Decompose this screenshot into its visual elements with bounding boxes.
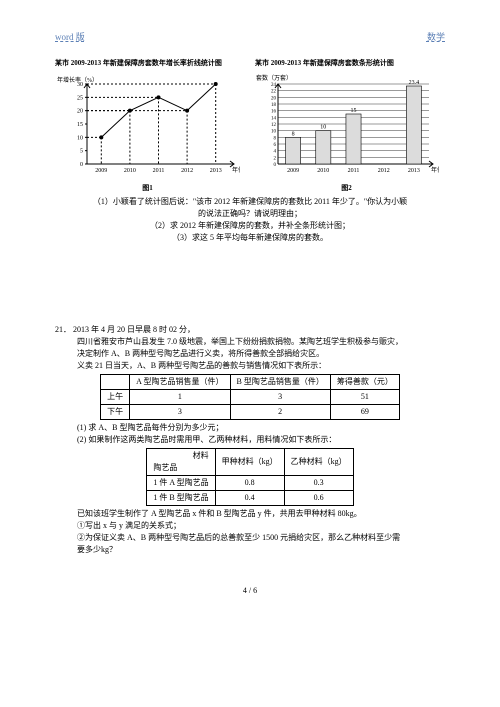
q21-intro3: 决定制作 A、B 两种型号陶艺品进行义卖，将所得善款全部捐给灾区。 [55,348,445,360]
svg-text:22: 22 [271,90,277,95]
t1-h2: A 型陶艺品销售量（件） [130,375,230,390]
q21-part2: (2) 如果制作这两类陶艺品时需用甲、乙两种材料，用料情况如下表所示： [55,434,445,446]
t2-r1c2: 0.8 [215,476,284,491]
q21-intro2: 四川省雅安市芦山县发生 7.0 级地震，举国上下纷纷捐款捐物。某陶艺班学生积极参… [55,336,445,348]
svg-text:2010: 2010 [317,168,329,174]
question-21: 21． 2013 年 4 月 20 日早晨 8 时 02 分， 四川省雅安市芦山… [55,324,445,556]
svg-text:2010: 2010 [124,168,136,174]
svg-text:图2: 图2 [341,183,352,192]
table-row: 1 件 B 型陶艺品 0.4 0.6 [147,491,353,506]
svg-text:套数（万套）: 套数（万套） [256,74,292,82]
svg-text:23.4: 23.4 [409,80,420,86]
t2-r2c2: 0.4 [215,491,284,506]
svg-text:6: 6 [274,143,277,148]
svg-text:15: 15 [77,122,83,128]
chart1-title: 某市 2009-2013 年新建保障房套数年增长率折线统计图 [55,58,245,68]
header-left: word 版 [55,30,85,43]
q21-number: 21． [55,325,71,334]
svg-text:10: 10 [77,135,83,141]
table-row: 上午 1 3 51 [101,390,400,405]
svg-text:8: 8 [292,131,295,137]
t2-h2: 甲种材料（kg） [215,449,284,476]
svg-text:2009: 2009 [287,168,299,174]
chart2-title: 某市 2009-2013 年新建保障房套数条形统计图 [255,58,445,68]
t1-r1c2: 1 [130,390,230,405]
t2-r2c1: 1 件 B 型陶艺品 [147,491,215,506]
svg-text:10: 10 [271,130,277,135]
page-header: word 版 数学 [55,30,445,43]
q-line-2: 的说法正确吗？请说明理由； [55,208,445,220]
svg-text:2012: 2012 [378,168,390,174]
table-row: 1 件 A 型陶艺品 0.8 0.3 [147,476,353,491]
t1-r2c1: 下午 [101,405,130,420]
svg-text:8: 8 [274,136,277,141]
svg-text:30: 30 [77,82,83,88]
t2-r1c3: 0.3 [284,476,353,491]
q21-intro1: 2013 年 4 月 20 日早晨 8 时 02 分， [73,325,195,334]
q-line-1: （1）小颖看了统计图后说："该市 2012 年新建保障房的套数比 2011 年少… [55,196,445,208]
t1-h4: 筹得善款（元） [330,375,399,390]
charts-row: 年增长率（%）05101520253020092010201120122013年… [55,72,445,192]
svg-text:0: 0 [80,162,83,168]
header-right: 数学 [427,30,445,43]
table-row: A 型陶艺品销售量（件） B 型陶艺品销售量（件） 筹得善款（元） [101,375,400,390]
chart1-box: 年增长率（%）05101520253020092010201120122013年… [55,72,246,192]
svg-text:2013: 2013 [408,168,420,174]
svg-text:2011: 2011 [153,168,165,174]
svg-text:18: 18 [271,103,277,108]
svg-text:25: 25 [77,95,83,101]
svg-text:15: 15 [351,108,357,114]
t1-r2c2: 3 [130,405,230,420]
t1-h1 [101,375,130,390]
q21-tail3: ②为保证义卖 A、B 两种型号陶艺品后的总善款至少 1500 元捐给灾区，那么乙… [55,532,445,544]
t2-h1: 材料 陶艺品 [147,449,215,476]
t2-h1a: 材料 [193,451,209,460]
chart2-box: 套数（万套）0246810121416182022242009201020112… [254,72,445,192]
svg-text:2012: 2012 [181,168,193,174]
svg-text:4: 4 [274,150,277,155]
t1-r1c1: 上午 [101,390,130,405]
t1-r1c4: 51 [330,390,399,405]
svg-text:图1: 图1 [142,183,153,192]
svg-text:年份: 年份 [431,166,439,174]
table-2: 材料 陶艺品 甲种材料（kg） 乙种材料（kg） 1 件 A 型陶艺品 0.8 … [146,448,353,506]
t2-r1c1: 1 件 A 型陶艺品 [147,476,215,491]
svg-text:2011: 2011 [348,168,360,174]
table-1: A 型陶艺品销售量（件） B 型陶艺品销售量（件） 筹得善款（元） 上午 1 3… [100,374,400,420]
q21-tail4: 要多少kg？ [55,544,445,556]
table-row: 下午 3 2 69 [101,405,400,420]
q21-part1: (1) 求 A、B 型陶艺品每件分别为多少元； [55,422,445,434]
t2-r2c3: 0.6 [284,491,353,506]
question-block: （1）小颖看了统计图后说："该市 2012 年新建保障房的套数比 2011 年少… [55,196,445,244]
t1-r2c3: 2 [230,405,330,420]
q-line-4: （3）求这 5 年平均每年新建保障房的套数。 [55,232,445,244]
line-chart: 年增长率（%）05101520253020092010201120122013年… [55,72,240,192]
q21-tail1: 已知该班学生制作了 A 型陶艺品 x 件和 B 型陶艺品 y 件，共用去甲种材料… [55,508,445,520]
svg-text:0: 0 [274,163,277,168]
bar-chart: 套数（万套）0246810121416182022242009201020112… [254,72,439,192]
svg-text:14: 14 [271,116,277,121]
svg-text:年份: 年份 [232,166,240,174]
svg-text:2: 2 [274,156,277,161]
t2-h3: 乙种材料（kg） [284,449,353,476]
svg-text:5: 5 [80,149,83,155]
table-row: 材料 陶艺品 甲种材料（kg） 乙种材料（kg） [147,449,353,476]
t2-h1b: 陶艺品 [153,462,177,474]
svg-text:24: 24 [271,83,277,88]
svg-text:2009: 2009 [95,168,107,174]
page-footer: 4 / 6 [55,586,445,595]
t1-h3: B 型陶艺品销售量（件） [230,375,330,390]
svg-text:16: 16 [271,110,277,115]
t1-r1c3: 3 [230,390,330,405]
svg-text:12: 12 [271,123,277,128]
q21-tail2: ①写出 x 与 y 满足的关系式； [55,520,445,532]
q21-intro4: 义卖 21 日当天，A、B 两种型号陶艺品的善款与销售情况如下表所示： [55,360,445,372]
chart-titles-row: 某市 2009-2013 年新建保障房套数年增长率折线统计图 某市 2009-2… [55,58,445,68]
svg-text:2013: 2013 [210,168,222,174]
svg-text:20: 20 [271,96,277,101]
svg-text:10: 10 [320,125,326,131]
q-line-3: （2）求 2012 年新建保障房的套数，并补全条形统计图； [55,220,445,232]
t1-r2c4: 69 [330,405,399,420]
svg-text:20: 20 [77,109,83,115]
